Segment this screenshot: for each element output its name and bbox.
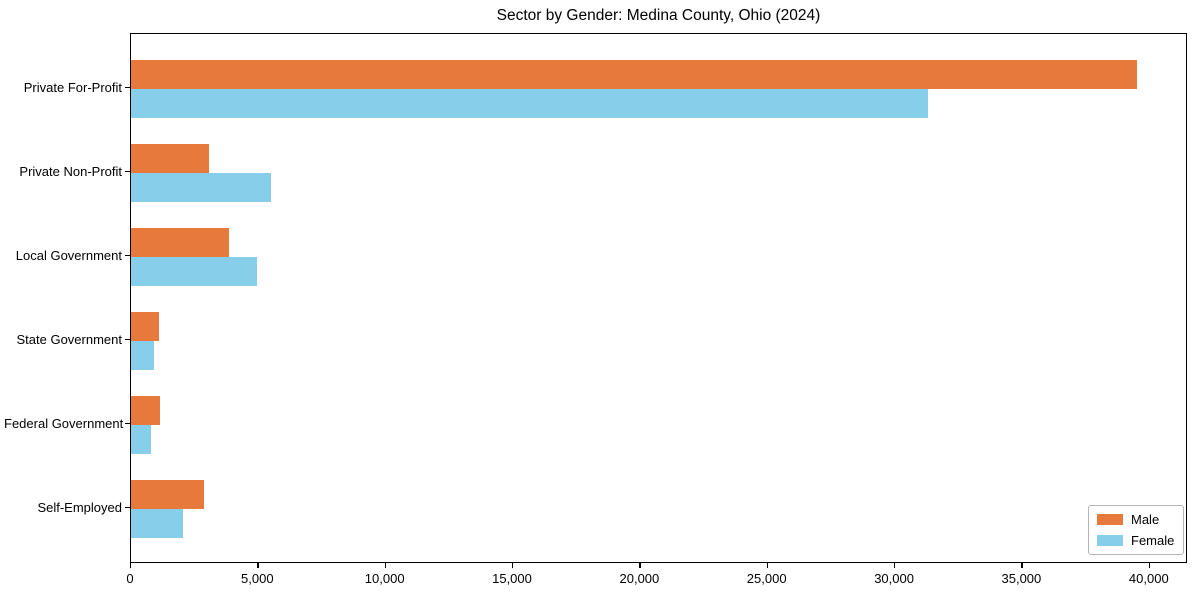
bar-female-private-for-profit bbox=[131, 89, 929, 118]
y-tick-mark-self-employed bbox=[125, 507, 130, 509]
y-tick-label-federal-government: Federal Government bbox=[4, 416, 124, 431]
legend-label-male: Male bbox=[1131, 512, 1160, 527]
y-tick-label-local-government: Local Government bbox=[15, 248, 122, 263]
y-tick-mark-local-government bbox=[125, 255, 130, 257]
bar-female-private-non-profit bbox=[131, 173, 272, 202]
y-tick-mark-federal-government bbox=[125, 423, 130, 425]
bar-male-self-employed bbox=[131, 480, 204, 509]
y-tick-mark-private-non-profit bbox=[125, 171, 130, 173]
x-tick-label-20000: 20,000 bbox=[619, 571, 660, 586]
legend: Male Female bbox=[1088, 505, 1185, 555]
x-tick-mark-5000 bbox=[257, 563, 259, 568]
x-tick-mark-15000 bbox=[512, 563, 514, 568]
y-tick-mark-private-for-profit bbox=[125, 87, 130, 89]
x-tick-label-35000: 35,000 bbox=[1001, 571, 1042, 586]
bar-male-private-for-profit bbox=[131, 60, 1138, 89]
x-tick-mark-25000 bbox=[766, 563, 768, 568]
bar-male-federal-government bbox=[131, 396, 161, 425]
legend-entry-female: Female bbox=[1097, 533, 1174, 548]
bar-male-private-non-profit bbox=[131, 144, 209, 173]
y-tick-label-private-non-profit: Private Non-Profit bbox=[19, 164, 122, 179]
bar-female-local-government bbox=[131, 257, 258, 286]
y-tick-label-private-for-profit: Private For-Profit bbox=[23, 80, 122, 95]
legend-label-female: Female bbox=[1131, 533, 1175, 548]
bar-male-state-government bbox=[131, 312, 159, 341]
x-tick-label-40000: 40,000 bbox=[1128, 571, 1169, 586]
y-tick-label-self-employed: Self-Employed bbox=[37, 500, 122, 515]
x-tick-label-10000: 10,000 bbox=[364, 571, 405, 586]
y-tick-label-state-government: State Government bbox=[16, 332, 123, 347]
y-tick-mark-state-government bbox=[125, 339, 130, 341]
plot-area bbox=[130, 33, 1187, 563]
x-tick-label-25000: 25,000 bbox=[746, 571, 787, 586]
x-tick-mark-35000 bbox=[1021, 563, 1023, 568]
x-tick-label-5000: 5,000 bbox=[241, 571, 274, 586]
chart-title: Sector by Gender: Medina County, Ohio (2… bbox=[496, 7, 821, 24]
x-tick-mark-40000 bbox=[1148, 563, 1151, 568]
x-tick-mark-30000 bbox=[894, 563, 896, 568]
bar-female-state-government bbox=[131, 341, 154, 370]
x-tick-label-15000: 15,000 bbox=[492, 571, 532, 586]
bar-female-federal-government bbox=[131, 425, 152, 454]
x-tick-label-0: 0 bbox=[126, 571, 134, 586]
legend-entry-male: Male bbox=[1097, 512, 1174, 527]
x-tick-mark-0 bbox=[130, 563, 132, 568]
bar-male-local-government bbox=[131, 228, 230, 257]
legend-swatch-female bbox=[1097, 535, 1123, 546]
x-tick-mark-20000 bbox=[639, 563, 641, 568]
x-tick-mark-10000 bbox=[384, 563, 386, 568]
x-tick-label-30000: 30,000 bbox=[874, 571, 914, 586]
bar-female-self-employed bbox=[131, 509, 184, 538]
legend-swatch-male bbox=[1097, 514, 1123, 525]
